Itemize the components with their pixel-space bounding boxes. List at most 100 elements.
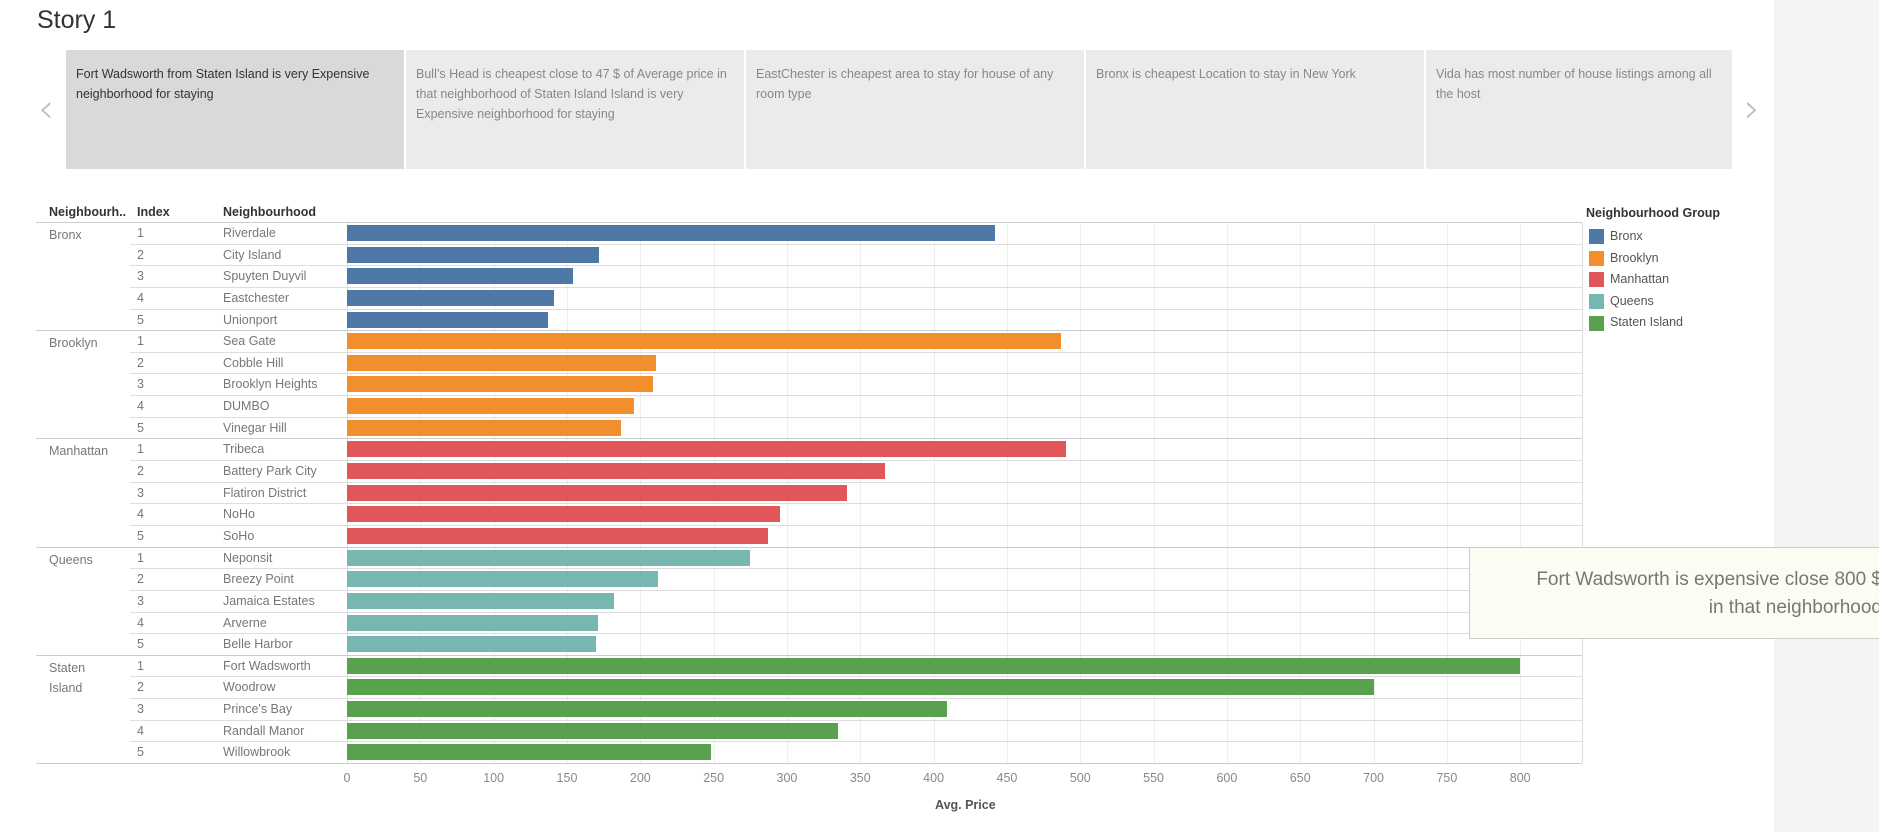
index-label: 4 [137, 723, 144, 738]
index-label: 3 [137, 702, 144, 717]
index-label: 3 [137, 269, 144, 284]
x-tick-label: 100 [483, 771, 505, 785]
bar-unionport[interactable] [347, 311, 548, 328]
index-label: 2 [137, 680, 144, 695]
neighbourhood-label: NoHo [223, 507, 255, 522]
group-label: Queens [49, 552, 93, 567]
row-divider [130, 568, 1582, 570]
bar-tribeca[interactable] [347, 441, 1066, 458]
neighbourhood-label: Fort Wadsworth [223, 658, 311, 673]
x-axis-label: Avg. Price [935, 798, 996, 812]
neighbourhood-label: City Island [223, 247, 282, 262]
row-divider [130, 286, 1582, 288]
bar-eastchester[interactable] [347, 289, 554, 306]
neighbourhood-label: DUMBO [223, 399, 270, 414]
neighbourhood-label: Spuyten Duyvil [223, 269, 307, 284]
bar-randall-manor[interactable] [347, 722, 839, 739]
legend-swatch [1589, 294, 1604, 309]
x-tick-label: 0 [343, 771, 351, 785]
index-label: 1 [137, 550, 144, 565]
group-label: Staten Island [49, 660, 86, 695]
index-label: 3 [137, 377, 144, 392]
neighbourhood-label: Brooklyn Heights [223, 377, 318, 392]
neighbourhood-label: Randall Manor [223, 723, 305, 738]
index-label: 5 [137, 312, 144, 327]
row-divider [130, 460, 1582, 462]
bar-belle-harbor[interactable] [347, 636, 597, 653]
neighbourhood-label: Breezy Point [223, 572, 294, 587]
chevron-left-icon[interactable]: ‹ [38, 86, 54, 132]
x-tick-label: 700 [1363, 771, 1384, 785]
legend-swatch [1589, 272, 1604, 288]
legend-item-staten-island[interactable]: Staten Island [1589, 314, 1683, 332]
row-divider [130, 719, 1582, 721]
index-label: 5 [137, 637, 144, 652]
bar-breezy-point[interactable] [347, 571, 658, 588]
bar-brooklyn-heights[interactable] [347, 376, 654, 393]
row-divider [130, 741, 1582, 743]
story-tab-5[interactable]: Vida has most number of house listings a… [1426, 50, 1732, 169]
index-label: 4 [137, 290, 144, 305]
story-tab-1[interactable]: Fort Wadsworth from Staten Island is ver… [66, 50, 404, 169]
x-tick-label: 400 [923, 771, 945, 785]
legend-item-brooklyn[interactable]: Brooklyn [1589, 250, 1659, 268]
story-tab-2[interactable]: Bull’s Head is cheapest close to 47 $ of… [406, 50, 744, 169]
legend-item-bronx[interactable]: Bronx [1589, 228, 1643, 246]
bar-fort-wadsworth[interactable] [347, 657, 1521, 674]
legend-item-manhattan[interactable]: Manhattan [1589, 271, 1669, 289]
x-tick-label: 550 [1143, 771, 1164, 785]
bar-arverne[interactable] [347, 614, 598, 631]
group-label: Manhattan [49, 444, 109, 459]
story-tab-4[interactable]: Bronx is cheapest Location to stay in Ne… [1086, 50, 1424, 169]
legend-label: Bronx [1610, 229, 1643, 243]
legend-item-queens[interactable]: Queens [1589, 293, 1654, 311]
index-label: 3 [137, 485, 144, 500]
bar-willowbrook[interactable] [347, 744, 711, 761]
index-label: 5 [137, 745, 144, 760]
row-divider [130, 503, 1582, 505]
plot-border-right [1582, 222, 1583, 763]
neighbourhood-label: Unionport [223, 312, 278, 327]
bar-battery-park-city[interactable] [347, 463, 886, 480]
x-tick-label: 200 [629, 771, 651, 785]
column-header: Index [137, 205, 170, 219]
bar-dumbo[interactable] [347, 398, 635, 415]
bar-woodrow[interactable] [347, 679, 1374, 696]
bar-spuyten-duyvil[interactable] [347, 268, 573, 285]
bar-flatiron-district[interactable] [347, 484, 848, 501]
row-divider [130, 524, 1582, 526]
bar-soho[interactable] [347, 527, 768, 544]
bar-noho[interactable] [347, 506, 780, 523]
bar-prince-s-bay[interactable] [347, 701, 947, 718]
row-divider [130, 481, 1582, 483]
neighbourhood-label: Eastchester [223, 290, 290, 305]
x-tick-label: 500 [1069, 771, 1091, 785]
gridline [1153, 222, 1155, 763]
x-tick-label: 350 [849, 771, 871, 785]
gridline [860, 222, 862, 763]
row-divider [130, 611, 1582, 613]
bar-riverdale[interactable] [347, 225, 996, 241]
gridline [933, 222, 935, 763]
bar-neponsit[interactable] [347, 549, 751, 566]
bar-city-island[interactable] [347, 246, 600, 263]
bar-vinegar-hill[interactable] [347, 419, 622, 436]
bar-cobble-hill[interactable] [347, 354, 657, 371]
neighbourhood-label: Sea Gate [223, 334, 276, 349]
story-tab-3[interactable]: EastChester is cheapest area to stay for… [746, 50, 1084, 169]
x-tick-label: 600 [1216, 771, 1238, 785]
gridline [1300, 222, 1302, 763]
neighbourhood-label: Willowbrook [223, 745, 291, 760]
tooltip-line-2: in that neighborhood [1708, 597, 1879, 618]
bar-sea-gate[interactable] [347, 333, 1062, 350]
chevron-right-icon[interactable]: › [1744, 86, 1760, 132]
neighbourhood-label: Battery Park City [223, 464, 317, 479]
index-label: 2 [137, 247, 144, 262]
gridline [1006, 222, 1008, 763]
legend-swatch [1589, 250, 1604, 266]
gridline [1226, 222, 1228, 763]
group-divider [36, 222, 1582, 223]
neighbourhood-label: Woodrow [223, 680, 276, 695]
row-divider [130, 243, 1582, 245]
bar-jamaica-estates[interactable] [347, 592, 614, 609]
